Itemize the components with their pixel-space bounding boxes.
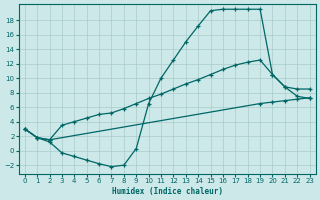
X-axis label: Humidex (Indice chaleur): Humidex (Indice chaleur) [112, 187, 223, 196]
